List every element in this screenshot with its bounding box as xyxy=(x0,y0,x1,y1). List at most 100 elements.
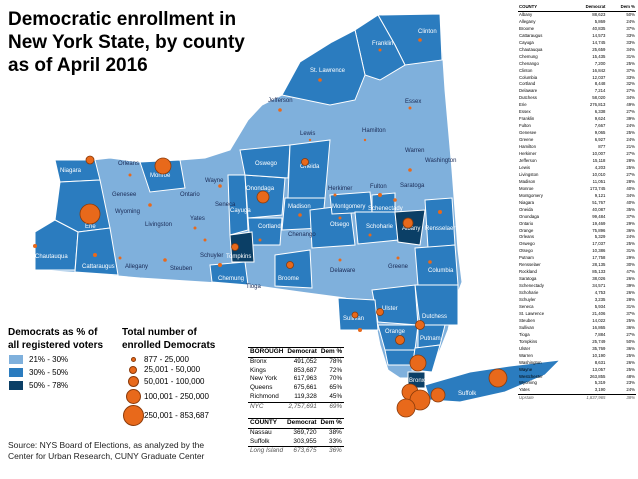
cell: Kings xyxy=(250,366,266,374)
cell: Ulster xyxy=(519,345,531,351)
col-header: Democrat xyxy=(285,347,319,358)
cell: 14,745 xyxy=(592,39,606,45)
county-st-lawrence xyxy=(281,29,366,106)
cell: Steuben xyxy=(519,317,536,323)
legend-count: Total number of enrolled Democrats 877 -… xyxy=(122,326,242,426)
map-label: Schenectady xyxy=(368,206,403,212)
cell: St. Lawrence xyxy=(519,310,545,316)
map-label: Chemung xyxy=(218,276,244,282)
cell: Seneca xyxy=(519,303,534,309)
table-row: Lewis 4,203 25% xyxy=(518,165,636,172)
enrollment-dot-small xyxy=(396,256,400,260)
cell: 263,855 xyxy=(589,373,606,379)
cell: Cortland xyxy=(519,81,536,87)
cell: Westchester xyxy=(519,373,543,379)
cell: 10,007 xyxy=(592,151,606,157)
enrollment-dot-small xyxy=(308,138,312,142)
map-label: Steuben xyxy=(170,266,192,272)
legend-label: 50,001 - 100,000 xyxy=(144,377,205,386)
cell: Cattaraugus xyxy=(519,32,543,38)
enrollment-dot xyxy=(154,157,172,175)
cell: 17,758 xyxy=(592,255,606,261)
county-oswego xyxy=(239,144,291,179)
cell: 69% xyxy=(318,401,345,412)
map-label: Bronx xyxy=(409,378,425,384)
map-label: Niagara xyxy=(60,168,82,174)
county-columbia xyxy=(414,244,459,286)
cell: Putnam xyxy=(519,255,534,261)
map-label: Sullivan xyxy=(343,316,364,322)
enrollment-dot-small xyxy=(318,78,322,82)
cell: 25,659 xyxy=(592,46,606,52)
table-row: New York 617,963 70% xyxy=(248,375,344,384)
cell: Fulton xyxy=(519,123,531,129)
enrollment-dot-small xyxy=(218,263,222,267)
cell: 24% xyxy=(626,234,635,240)
legend-label: 50% - 78% xyxy=(29,381,69,390)
enrollment-dot-small xyxy=(118,256,122,260)
cell: Onondaga xyxy=(519,213,540,219)
cell: 34% xyxy=(626,95,635,101)
cell: Tompkins xyxy=(519,338,538,344)
cell: 31% xyxy=(626,303,635,309)
map-label: Essex xyxy=(405,99,421,105)
map-label: Cayuga xyxy=(230,208,251,214)
cell: 5,319 xyxy=(594,380,606,386)
map-label: Wayne xyxy=(205,178,224,184)
cell: 15,118 xyxy=(592,157,606,163)
cell: 23% xyxy=(626,380,635,386)
legend-item: 25,001 - 50,000 xyxy=(122,364,242,375)
cell: Otsego xyxy=(519,248,533,254)
table-row: Dutchess 58,020 34% xyxy=(518,95,636,102)
enrollment-dot xyxy=(79,203,101,225)
cell: 28% xyxy=(626,297,635,303)
table-row: Niagara 51,767 40% xyxy=(518,200,636,207)
legend-label: 25,001 - 50,000 xyxy=(144,365,201,374)
enrollment-dot xyxy=(85,155,95,165)
table-row: Nassau 369,720 38% xyxy=(248,428,344,437)
cell: 28% xyxy=(626,178,635,184)
enrollment-dot xyxy=(256,190,270,204)
col-header: Dem % xyxy=(318,418,344,429)
cell: Franklin xyxy=(519,116,535,122)
enrollment-dot-small xyxy=(203,238,207,242)
map-label: Albany xyxy=(402,226,420,232)
map-label: Delaware xyxy=(330,268,356,274)
map-label: Tioga xyxy=(246,284,261,290)
enrollment-dot xyxy=(415,320,425,330)
cell: 25% xyxy=(626,352,635,358)
cell: 29% xyxy=(626,255,635,261)
table-row: Schoharie 4,753 26% xyxy=(518,290,636,297)
table-row: Cayuga 14,745 33% xyxy=(518,40,636,47)
table-row: Ontario 19,469 29% xyxy=(518,221,636,228)
cell: Herkimer xyxy=(519,151,537,157)
map-label: Ulster xyxy=(382,306,398,312)
cell: 32% xyxy=(626,81,635,87)
table-row: Albany 88,623 50% xyxy=(518,11,636,18)
cell: Upstate xyxy=(518,394,567,403)
cell: Warren xyxy=(519,352,533,358)
cell: Jefferson xyxy=(519,157,537,163)
enrollment-dot-small xyxy=(148,203,152,207)
cell: Essex xyxy=(519,109,531,115)
cell: 85,133 xyxy=(592,269,606,275)
cell: 34% xyxy=(626,192,635,198)
table-row: Columbia 12,037 33% xyxy=(518,75,636,82)
map-label: Orleans xyxy=(118,161,139,167)
county-cayuga xyxy=(227,174,249,236)
cell: Bronx xyxy=(250,357,267,365)
enrollment-dot-small xyxy=(128,173,132,177)
map-label: Tompkins xyxy=(226,254,251,260)
map-label: Schoharie xyxy=(366,224,394,230)
cell: 38% xyxy=(329,428,342,436)
cell: 38,026 xyxy=(592,276,606,282)
cell: 617,963 xyxy=(293,375,317,383)
legend-item: 50,001 - 100,000 xyxy=(122,375,242,388)
cell: Erie xyxy=(519,102,527,108)
enrollment-dot-small xyxy=(378,193,382,197)
enrollment-dot-small xyxy=(418,38,422,42)
page-title: Democratic enrollment in New York State,… xyxy=(8,9,245,76)
legend-item: 50% - 78% xyxy=(8,380,123,391)
cell: 75,896 xyxy=(592,227,606,233)
map-label: Putnam xyxy=(420,336,441,342)
